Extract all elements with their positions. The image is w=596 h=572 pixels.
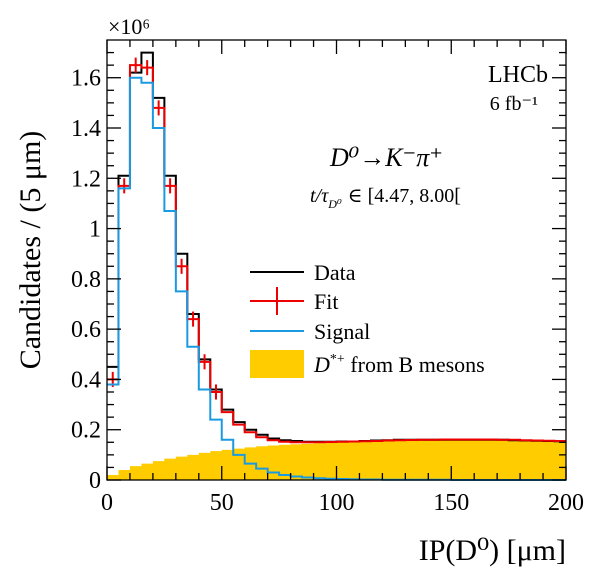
y-axis-label: Candidates / (5 μm) — [14, 131, 47, 370]
y-tick-label: 0.2 — [71, 418, 101, 444]
axis-ticks-layer: 0 50 100 150 200 0 0.2 0.4 0.6 0.8 1 1.2 1.4 1.6 — [71, 40, 584, 516]
legend-data-label: Data — [314, 260, 356, 285]
y-tick-label: 0.4 — [71, 367, 101, 393]
y-tick-label: 0 — [89, 468, 101, 494]
y-tick-label: 1.4 — [71, 116, 101, 142]
x-tick-label: 50 — [210, 490, 234, 516]
legend-signal-label: Signal — [314, 319, 370, 344]
x-tick-label: 0 — [101, 490, 113, 516]
legend-background-rest: from B mesons — [345, 352, 485, 377]
selection-prefix: t/τ — [310, 185, 329, 207]
y-tick-label: 1.6 — [71, 66, 101, 92]
x-axis-label: IP(D⁰) [μm] — [419, 534, 566, 567]
luminosity-label: 6 fb⁻¹ — [490, 93, 538, 115]
selection-label: t/τD⁰ ∈ [4.47, 8.00[ — [310, 185, 461, 211]
legend-background-main: D — [313, 352, 330, 377]
x-tick-label: 100 — [319, 490, 355, 516]
x-tick-label: 150 — [433, 490, 469, 516]
selection-subscript: D⁰ — [327, 197, 342, 211]
legend-background-sup: *+ — [330, 352, 345, 367]
y-tick-label: 0.6 — [71, 317, 101, 343]
legend-background-label: D*+ from B mesons — [313, 352, 485, 377]
legend: Data Fit Signal D*+ from B mesons — [250, 260, 485, 378]
y-tick-label: 1 — [89, 217, 101, 243]
experiment-label: LHCb — [488, 62, 548, 88]
y-tick-label: 1.2 — [71, 166, 101, 192]
x-tick-label: 200 — [548, 490, 584, 516]
y-tick-label: 0.8 — [71, 267, 101, 293]
legend-background-swatch — [250, 350, 304, 378]
selection-range: ∈ [4.47, 8.00[ — [348, 185, 461, 207]
decay-label: D⁰→K⁻π⁺ — [329, 143, 443, 172]
y-multiplier-label: ×10⁶ — [108, 14, 150, 39]
legend-fit-label: Fit — [314, 289, 338, 314]
